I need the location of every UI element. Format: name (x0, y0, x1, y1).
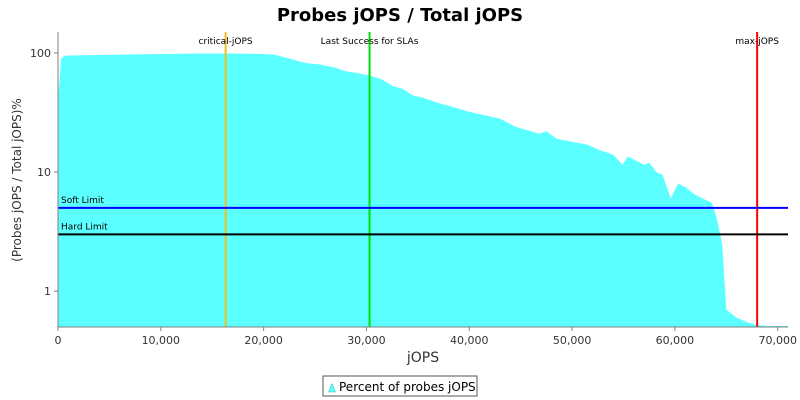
y-tick-label: 10 (37, 166, 51, 179)
x-tick-label: 40,000 (450, 334, 489, 347)
x-axis-label: jOPS (406, 350, 439, 366)
x-tick-label: 60,000 (656, 334, 695, 347)
legend-swatch-icon (328, 382, 336, 393)
reference-label-max-jops: max-jOPS (735, 37, 779, 47)
x-tick-label: 30,000 (347, 334, 386, 347)
x-tick-label: 10,000 (142, 334, 181, 347)
reference-label-hard-limit: Hard Limit (61, 222, 108, 232)
plot-area: critical-jOPS Last Success for SLAs max-jO… (30, 32, 797, 347)
y-tick-label: 100 (30, 47, 51, 60)
series-area-0 (58, 53, 788, 327)
y-tick-label: 1 (44, 285, 51, 298)
y-axis-label: (Probes jOPS / Total jOPS)% (10, 98, 24, 262)
reference-label-soft-limit: Soft Limit (61, 196, 104, 206)
legend-box (322, 375, 478, 397)
legend: Percent of probes jOPS (322, 375, 478, 397)
legend-entry-label: Percent of probes jOPS (339, 380, 476, 394)
chart-title: Probes jOPS / Total jOPS (277, 5, 523, 26)
x-tick-label: 70,000 (758, 334, 797, 347)
x-tick-label: 0 (55, 334, 62, 347)
x-tick-label: 20,000 (244, 334, 283, 347)
x-tick-label: 50,000 (553, 334, 592, 347)
reference-label-last-success-for-slas: Last Success for SLAs (321, 37, 419, 47)
reference-label-critical-jops: critical-jOPS (199, 37, 253, 47)
